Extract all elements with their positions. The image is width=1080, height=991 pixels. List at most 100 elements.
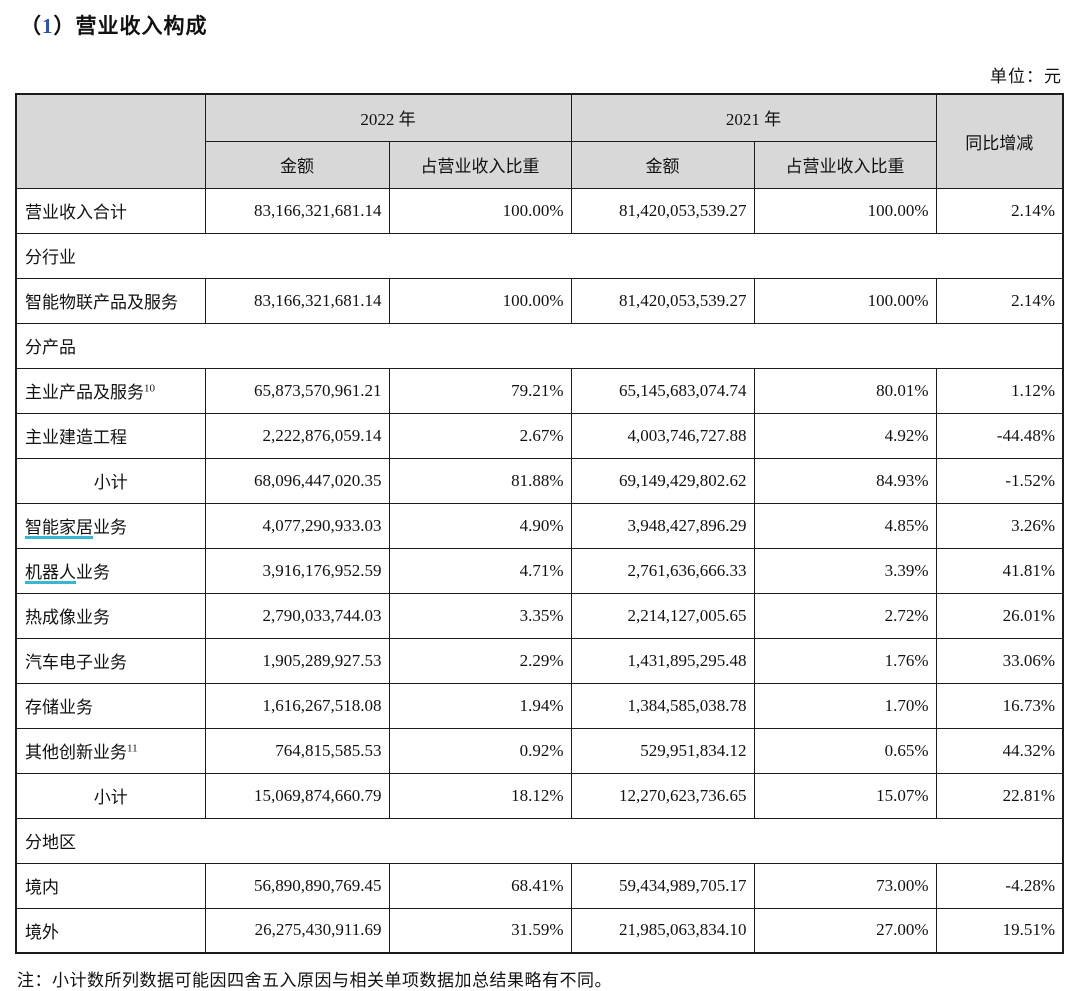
amount-2021-cell: 59,434,989,705.17 [570,862,755,909]
table-row: 境外 26,275,430,911.69 31.59% 21,985,063,834.… [15,907,1064,954]
header-share-2021: 占营业收入比重 [753,140,937,189]
section-band-row: 分地区 [15,817,1064,864]
amount-2022-cell: 83,166,321,681.14 [204,277,390,324]
header-row-measures: 金额 占营业收入比重 金额 占营业收入比重 [16,140,1063,189]
amount-2021-cell: 12,270,623,736.65 [570,772,755,819]
share-2021-cell: 27.00% [753,907,937,954]
share-2022-cell: 81.88% [388,457,572,504]
section-band-label: 分产品 [15,322,1064,369]
table-row: 小计 68,096,447,020.35 81.88% 69,149,429,802.… [15,457,1064,504]
annotated-term: 智能家居 [25,518,93,537]
table-row: 智能家居业务 4,077,290,933.03 4.90% 3,948,427,896… [15,502,1064,549]
share-2022-cell: 100.00% [388,187,572,234]
amount-2021-cell: 4,003,746,727.88 [570,412,755,459]
section-title-prefix: （ [20,14,42,38]
amount-2022-cell: 26,275,430,911.69 [204,907,390,954]
table-row: 其他创新业务11 764,815,585.53 0.92% 529,951,834.1… [15,727,1064,774]
row-label: 境外 [15,907,206,954]
table-row: 小计 15,069,874,660.79 18.12% 12,270,623,736.… [15,772,1064,819]
yoy-change-cell: 41.81% [935,547,1064,594]
amount-2022-cell: 65,873,570,961.21 [204,367,390,414]
share-2021-cell: 2.72% [753,592,937,639]
section-title: （1）营业收入构成 [15,10,1062,40]
row-label: 主业产品及服务10 [15,367,206,414]
amount-2021-cell: 21,985,063,834.10 [570,907,755,954]
header-year-2022: 2022 年 [204,93,572,142]
share-2021-cell: 73.00% [753,862,937,909]
share-2021-cell: 4.92% [753,412,937,459]
share-2021-cell: 80.01% [753,367,937,414]
yoy-change-cell: 26.01% [935,592,1064,639]
yoy-change-cell: -44.48% [935,412,1064,459]
share-2021-cell: 4.85% [753,502,937,549]
amount-2022-cell: 1,905,289,927.53 [204,637,390,684]
yoy-change-cell: -4.28% [935,862,1064,909]
table-row: 汽车电子业务 1,905,289,927.53 2.29% 1,431,895,295… [15,637,1064,684]
row-label: 智能物联产品及服务 [15,277,206,324]
share-2021-cell: 1.70% [753,682,937,729]
amount-2021-cell: 1,384,585,038.78 [570,682,755,729]
share-2021-cell: 100.00% [753,277,937,324]
table-row: 存储业务 1,616,267,518.08 1.94% 1,384,585,038.7… [15,682,1064,729]
amount-2022-cell: 68,096,447,020.35 [204,457,390,504]
header-yoy-change: 同比增减 [935,93,1064,189]
table-row: 营业收入合计 83,166,321,681.14 100.00% 81,420,053… [15,187,1064,234]
yoy-change-cell: 22.81% [935,772,1064,819]
yoy-change-cell: 44.32% [935,727,1064,774]
row-label: 智能家居业务 [15,502,206,549]
yoy-change-cell: 3.26% [935,502,1064,549]
row-label: 小计 [15,772,206,819]
amount-2022-cell: 4,077,290,933.03 [204,502,390,549]
amount-2022-cell: 3,916,176,952.59 [204,547,390,594]
row-label: 营业收入合计 [15,187,206,234]
row-label: 汽车电子业务 [15,637,206,684]
amount-2022-cell: 1,616,267,518.08 [204,682,390,729]
table-row: 主业建造工程 2,222,876,059.14 2.67% 4,003,746,727… [15,412,1064,459]
yoy-change-cell: 16.73% [935,682,1064,729]
amount-2021-cell: 2,761,636,666.33 [570,547,755,594]
row-label: 境内 [15,862,206,909]
amount-2022-cell: 15,069,874,660.79 [204,772,390,819]
share-2022-cell: 31.59% [388,907,572,954]
header-share-2022: 占营业收入比重 [388,140,572,189]
table-row: 机器人业务 3,916,176,952.59 4.71% 2,761,636,666.… [15,547,1064,594]
share-2021-cell: 1.76% [753,637,937,684]
revenue-table-body: 营业收入合计 83,166,321,681.14 100.00% 81,420,053… [15,187,1064,954]
share-2022-cell: 0.92% [388,727,572,774]
header-blank-cell [15,93,206,189]
revenue-composition-table: 2022 年 2021 年 同比增减 金额 占营业收入比重 金额 占营业收入比重… [15,93,1064,954]
share-2022-cell: 2.29% [388,637,572,684]
row-label: 主业建造工程 [15,412,206,459]
table-row: 主业产品及服务10 65,873,570,961.21 79.21% 65,145,6… [15,367,1064,414]
amount-2021-cell: 1,431,895,295.48 [570,637,755,684]
row-label: 热成像业务 [15,592,206,639]
share-2022-cell: 18.12% [388,772,572,819]
row-label: 机器人业务 [15,547,206,594]
footnote: 注：小计数所列数据可能因四舍五入原因与相关单项数据加总结果略有不同。 [17,971,612,990]
amount-2021-cell: 65,145,683,074.74 [570,367,755,414]
amount-2022-cell: 2,790,033,744.03 [204,592,390,639]
report-page: （1）营业收入构成 单位：元 2022 年 2021 年 同比增减 金额 占营业… [15,10,1064,990]
row-label: 存储业务 [15,682,206,729]
section-band-label: 分地区 [15,817,1064,864]
share-2022-cell: 2.67% [388,412,572,459]
share-2022-cell: 4.90% [388,502,572,549]
header-year-2021: 2021 年 [570,93,937,142]
annotated-term: 机器人 [25,563,76,582]
row-label: 其他创新业务11 [15,727,206,774]
footnote-reference: 10 [144,382,155,395]
amount-2021-cell: 529,951,834.12 [570,727,755,774]
share-2021-cell: 100.00% [753,187,937,234]
share-2022-cell: 68.41% [388,862,572,909]
amount-2022-cell: 56,890,890,769.45 [204,862,390,909]
amount-2021-cell: 3,948,427,896.29 [570,502,755,549]
share-2021-cell: 3.39% [753,547,937,594]
table-row: 智能物联产品及服务 83,166,321,681.14 100.00% 81,420,… [15,277,1064,324]
section-band-row: 分行业 [15,232,1064,279]
section-title-suffix: ）营业收入构成 [53,14,208,38]
table-row: 境内 56,890,890,769.45 68.41% 59,434,989,705.… [15,862,1064,909]
share-2022-cell: 79.21% [388,367,572,414]
share-2022-cell: 3.35% [388,592,572,639]
row-label: 小计 [15,457,206,504]
table-header: 2022 年 2021 年 同比增减 金额 占营业收入比重 金额 占营业收入比重 [15,93,1064,189]
